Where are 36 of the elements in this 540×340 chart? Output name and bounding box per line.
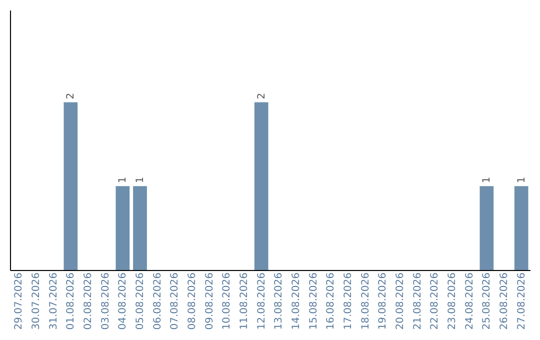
data-label: 1 [482, 176, 493, 184]
x-tick-label: 02.08.2026 [83, 272, 94, 330]
x-tick-label: 11.08.2026 [239, 272, 250, 330]
x-tick-label: 29.07.2026 [14, 272, 25, 330]
data-label: 1 [118, 176, 129, 184]
x-tick-label: 13.08.2026 [274, 272, 285, 330]
data-label: 1 [516, 176, 528, 184]
x-tick-label: 26.08.2026 [499, 272, 510, 330]
x-tick-label: 21.08.2026 [412, 272, 424, 330]
x-tick-label: 07.08.2026 [170, 272, 181, 330]
x-tick-label: 03.08.2026 [100, 272, 112, 330]
x-tick-label: 04.08.2026 [118, 272, 129, 330]
x-tick-label: 15.08.2026 [308, 272, 320, 330]
x-tick-label: 09.08.2026 [204, 272, 216, 330]
x-tick-label: 24.08.2026 [464, 272, 476, 330]
x-tick-label: 25.08.2026 [482, 272, 493, 330]
x-tick-label: 31.07.2026 [48, 272, 60, 330]
x-tick-label: 17.08.2026 [343, 272, 354, 330]
x-tick-label: 10.08.2026 [222, 272, 233, 330]
x-tick-label: 01.08.2026 [66, 272, 77, 330]
x-tick-label: 16.08.2026 [326, 272, 337, 330]
x-tick-label: 14.08.2026 [291, 272, 302, 330]
x-tick-label: 12.08.2026 [256, 272, 268, 330]
x-tick-label: 23.08.2026 [447, 272, 458, 330]
data-label: 1 [135, 176, 146, 184]
x-tick-label: 27.08.2026 [516, 272, 528, 330]
data-label: 2 [66, 92, 77, 100]
x-tick-label: 30.07.2026 [31, 272, 42, 330]
x-tick-label: 06.08.2026 [152, 272, 164, 330]
x-tick-label: 19.08.2026 [378, 272, 389, 330]
x-tick-label: 18.08.2026 [360, 272, 372, 330]
data-label: 2 [256, 92, 268, 100]
x-tick-label: 20.08.2026 [395, 272, 406, 330]
x-tick-label: 05.08.2026 [135, 272, 146, 330]
x-tick-label: 08.08.2026 [187, 272, 198, 330]
x-tick-label: 22.08.2026 [430, 272, 441, 330]
